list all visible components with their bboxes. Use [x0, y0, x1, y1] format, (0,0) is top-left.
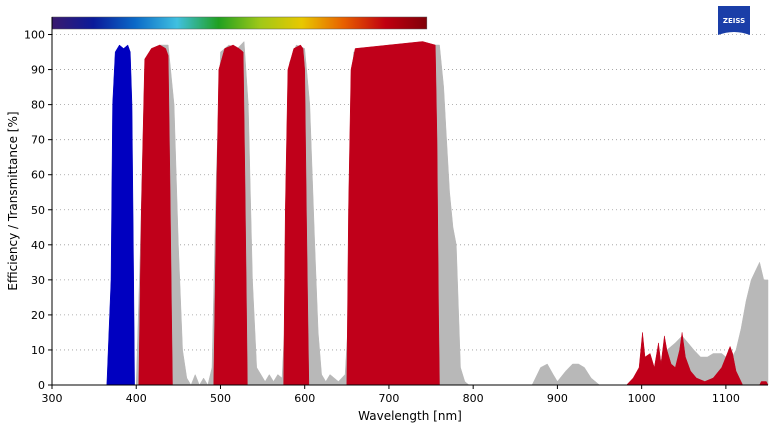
x-tick-label: 900 — [547, 392, 568, 405]
series-area-7 — [625, 332, 744, 386]
x-tick-label: 700 — [378, 392, 399, 405]
x-tick-label: 800 — [463, 392, 484, 405]
x-tick-label: 1100 — [712, 392, 740, 405]
y-tick-label: 100 — [24, 29, 45, 42]
y-tick-labels: 0 10 20 30 40 50 60 70 80 90 100 — [24, 29, 45, 392]
y-tick-label: 40 — [31, 239, 45, 252]
series-area-5 — [283, 44, 310, 386]
series-area-4 — [213, 44, 248, 386]
y-tick-label: 50 — [31, 204, 45, 217]
axes — [48, 17, 768, 389]
y-tick-label: 0 — [38, 379, 45, 392]
series-area-2 — [106, 44, 135, 386]
x-tick-label: 300 — [42, 392, 63, 405]
x-tick-label: 400 — [126, 392, 147, 405]
series-area-3 — [138, 44, 173, 386]
series-area-8 — [759, 381, 769, 386]
y-tick-label: 10 — [31, 344, 45, 357]
y-tick-label: 60 — [31, 169, 45, 182]
y-tick-label: 70 — [31, 134, 45, 147]
x-tick-label: 1000 — [628, 392, 656, 405]
zeiss-logo-text: ZEISS — [723, 17, 745, 25]
zeiss-logo: ZEISS — [718, 6, 750, 35]
y-tick-label: 20 — [31, 309, 45, 322]
zeiss-logo-shield — [718, 6, 750, 35]
y-tick-label: 90 — [31, 64, 45, 77]
series-area-6 — [346, 41, 440, 386]
x-axis-title: Wavelength [nm] — [358, 409, 462, 423]
y-axis-title: Efficiency / Transmittance [%] — [6, 111, 20, 290]
series-layer — [106, 40, 769, 386]
x-tick-label: 500 — [210, 392, 231, 405]
x-tick-labels: 300 400 500 600 700 800 900 1000 1100 — [42, 392, 740, 405]
gridlines — [52, 34, 768, 351]
y-tick-label: 80 — [31, 99, 45, 112]
x-tick-label: 600 — [294, 392, 315, 405]
spectrum-color-bar — [51, 16, 428, 30]
y-tick-label: 30 — [31, 274, 45, 287]
